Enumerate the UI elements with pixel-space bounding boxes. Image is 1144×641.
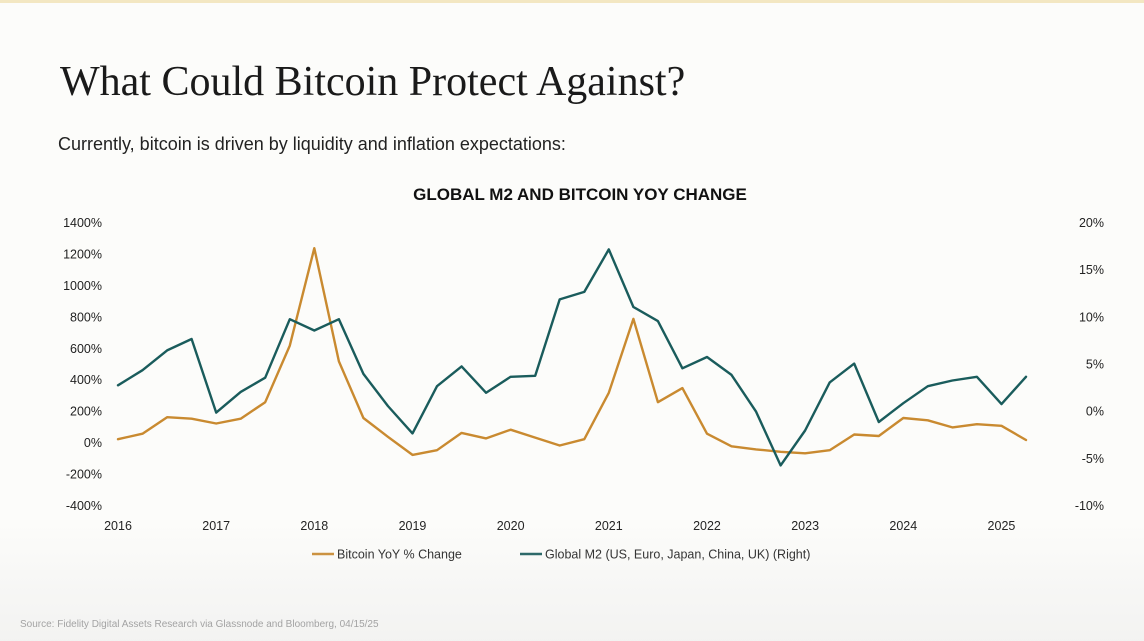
y-right-tick-label: -10%: [1075, 499, 1104, 513]
y-right-tick-label: 15%: [1079, 263, 1104, 277]
y-left-tick-label: 800%: [70, 310, 102, 324]
y-left-tick-label: 600%: [70, 342, 102, 356]
series-line-bitcoin-yoy: [116, 246, 1028, 457]
legend: Bitcoin YoY % Change Global M2 (US, Euro,…: [312, 548, 810, 562]
x-tick-label: 2019: [399, 519, 427, 533]
y-left-tick-label: 400%: [70, 373, 102, 387]
x-tick-label: 2023: [791, 519, 819, 533]
x-tick-label: 2024: [889, 519, 917, 533]
x-tick-label: 2025: [988, 519, 1016, 533]
source-note: Source: Fidelity Digital Assets Research…: [20, 619, 379, 630]
y-right-tick-label: 0%: [1086, 405, 1104, 419]
y-left-tick-label: 200%: [70, 405, 102, 419]
x-tick-label: 2021: [595, 519, 623, 533]
x-axis: 2016 2017 2018 2019 2020 2021 2022 2023 2024 2025: [104, 519, 1015, 533]
legend-label: Global M2 (US, Euro, Japan, China, UK) (…: [545, 548, 810, 562]
y-left-tick-label: 1200%: [63, 247, 102, 261]
y-left-tick-label: 0%: [84, 436, 102, 450]
line-chart: -400% -200% 0% 200% 400% 600% 800% 1000% 1200% 14…: [63, 216, 1104, 562]
y-left-tick-label: 1400%: [63, 216, 102, 230]
y-right-tick-label: -5%: [1082, 452, 1104, 466]
y-left-tick-label: 1000%: [63, 279, 102, 293]
y-right-tick-label: 5%: [1086, 358, 1104, 372]
x-tick-label: 2022: [693, 519, 721, 533]
series-line-global-m2: [116, 248, 1028, 467]
chart-title: GLOBAL M2 AND BITCOIN YOY CHANGE: [413, 185, 747, 204]
slide-subtitle: Currently, bitcoin is driven by liquidit…: [58, 134, 566, 154]
top-accent-rule: [0, 0, 1144, 3]
y-right-tick-label: 10%: [1079, 310, 1104, 324]
y-axis-left: -400% -200% 0% 200% 400% 600% 800% 1000% 1200% 14…: [63, 216, 102, 513]
y-left-tick-label: -400%: [66, 499, 102, 513]
y-left-tick-label: -200%: [66, 468, 102, 482]
y-axis-right: -10% -5% 0% 5% 10% 15% 20%: [1075, 216, 1104, 513]
y-right-tick-label: 20%: [1079, 216, 1104, 230]
x-tick-label: 2017: [202, 519, 230, 533]
series-lines: [116, 246, 1028, 467]
x-tick-label: 2016: [104, 519, 132, 533]
legend-label: Bitcoin YoY % Change: [337, 548, 462, 562]
x-tick-label: 2018: [300, 519, 328, 533]
slide-title: What Could Bitcoin Protect Against?: [60, 59, 686, 105]
x-tick-label: 2020: [497, 519, 525, 533]
